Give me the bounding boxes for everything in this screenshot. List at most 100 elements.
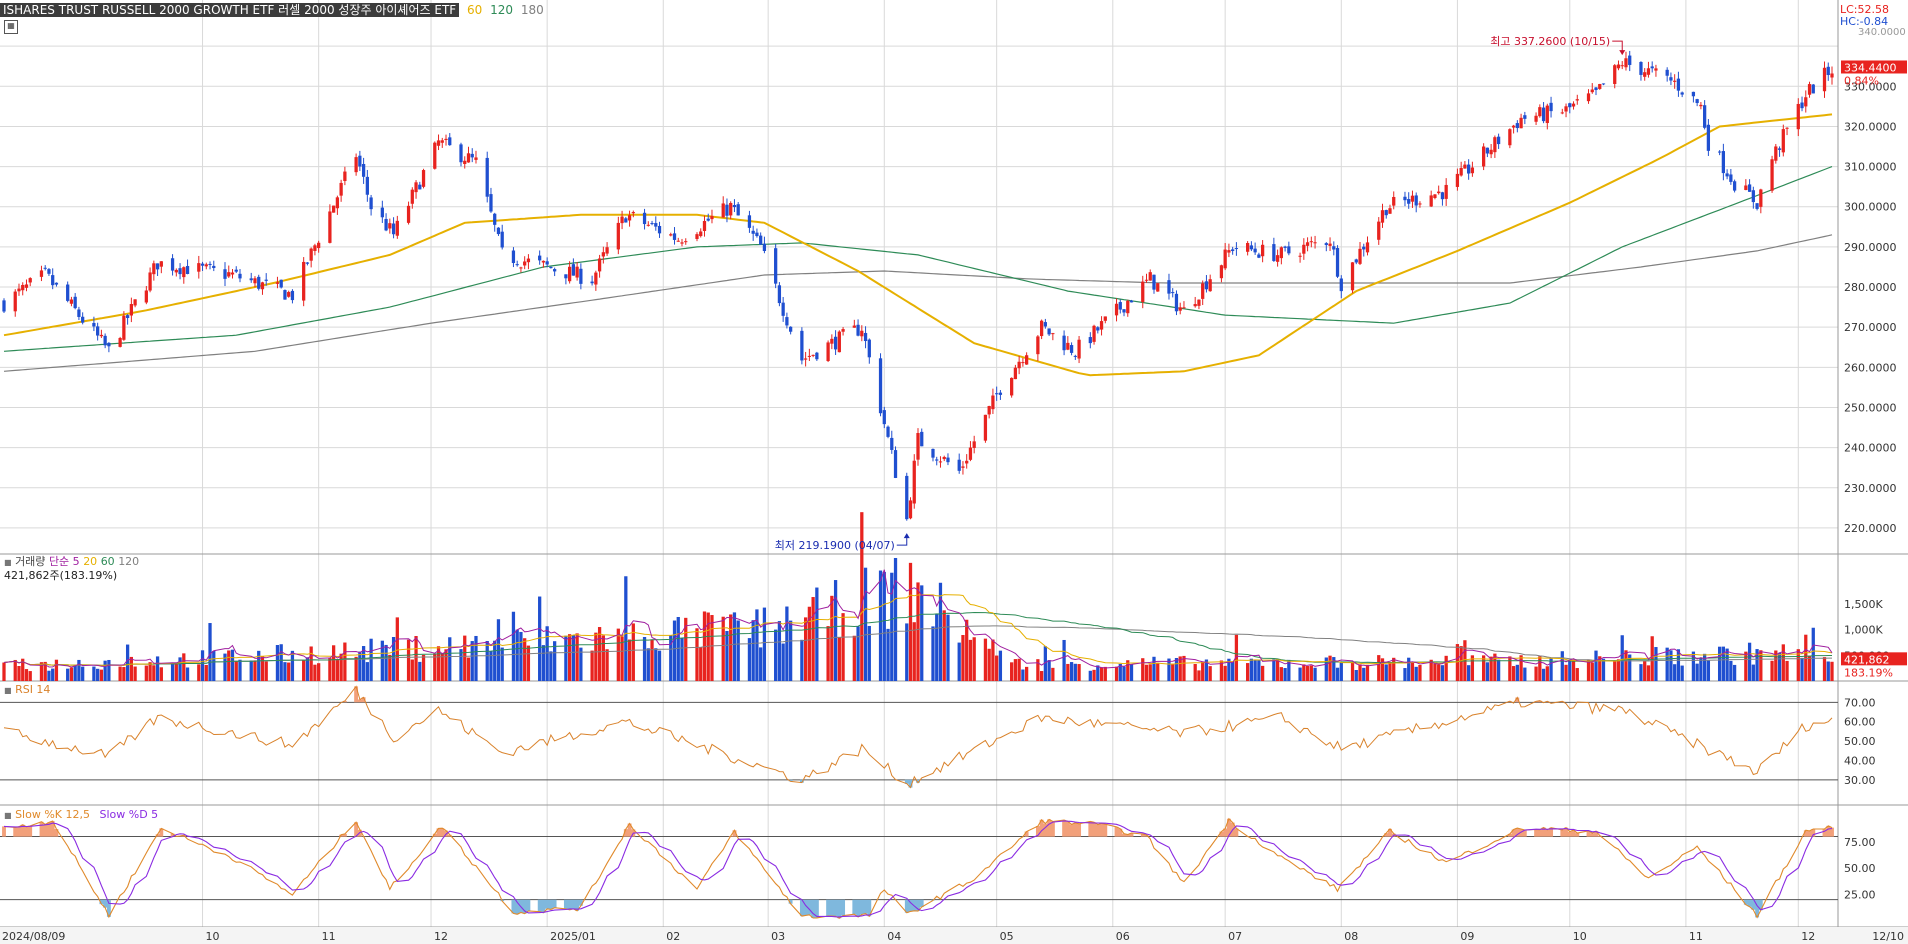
candle[interactable]: [672, 233, 677, 240]
candle[interactable]: [204, 264, 208, 267]
candle[interactable]: [916, 433, 920, 460]
volume-bar[interactable]: [182, 653, 186, 681]
candle[interactable]: [148, 272, 152, 291]
volume-bar[interactable]: [1732, 664, 1737, 681]
volume-bar[interactable]: [860, 512, 864, 681]
volume-bar[interactable]: [519, 631, 523, 681]
volume-bar[interactable]: [650, 639, 654, 681]
volume-bar[interactable]: [384, 644, 388, 681]
candle[interactable]: [227, 272, 231, 277]
volume-bar[interactable]: [1021, 669, 1025, 681]
candle[interactable]: [1036, 336, 1040, 355]
candle[interactable]: [1257, 254, 1261, 258]
volume-bar[interactable]: [283, 662, 287, 681]
candle[interactable]: [567, 266, 572, 282]
volume-bar[interactable]: [1781, 644, 1785, 681]
candle[interactable]: [444, 138, 448, 140]
candle[interactable]: [1253, 248, 1257, 253]
candle[interactable]: [1654, 68, 1658, 71]
candle[interactable]: [1021, 362, 1025, 364]
volume-bar[interactable]: [1549, 658, 1553, 681]
volume-bar[interactable]: [1114, 666, 1119, 681]
volume-bar[interactable]: [995, 655, 999, 681]
candle[interactable]: [1691, 91, 1696, 97]
candle[interactable]: [785, 317, 789, 326]
candle[interactable]: [594, 272, 598, 285]
volume-bar[interactable]: [1144, 664, 1149, 681]
candle[interactable]: [496, 227, 501, 235]
candle[interactable]: [463, 160, 467, 165]
volume-bar[interactable]: [260, 656, 265, 681]
candle[interactable]: [421, 170, 426, 187]
candle[interactable]: [1407, 199, 1411, 204]
candle[interactable]: [1062, 335, 1066, 351]
candle[interactable]: [931, 448, 935, 458]
candle[interactable]: [1234, 248, 1239, 250]
candle[interactable]: [890, 437, 894, 450]
volume-bar[interactable]: [253, 660, 257, 681]
volume-bar[interactable]: [1260, 665, 1265, 681]
candle[interactable]: [418, 184, 422, 190]
candle[interactable]: [414, 182, 418, 193]
volume-bar[interactable]: [436, 646, 441, 681]
candle[interactable]: [1822, 67, 1827, 92]
volume-bar[interactable]: [380, 640, 384, 681]
candle[interactable]: [1699, 104, 1703, 107]
volume-bar[interactable]: [343, 642, 347, 681]
candle[interactable]: [1324, 243, 1328, 246]
candle[interactable]: [957, 459, 961, 471]
candle[interactable]: [1208, 279, 1212, 292]
candle[interactable]: [275, 282, 280, 284]
candle[interactable]: [1759, 189, 1763, 207]
candle[interactable]: [388, 223, 392, 229]
volume-bar[interactable]: [230, 649, 235, 681]
candle[interactable]: [1781, 129, 1785, 153]
candle[interactable]: [789, 326, 793, 332]
volume-bar[interactable]: [500, 647, 504, 681]
volume-bar[interactable]: [1219, 660, 1224, 681]
volume-bar[interactable]: [905, 623, 909, 681]
candle[interactable]: [1463, 164, 1467, 169]
candle[interactable]: [995, 393, 999, 395]
volume-bar[interactable]: [710, 615, 714, 681]
candle[interactable]: [1624, 58, 1628, 68]
volume-bar[interactable]: [852, 635, 856, 681]
volume-bar[interactable]: [1167, 658, 1171, 681]
candle[interactable]: [545, 261, 549, 265]
candle[interactable]: [1811, 84, 1815, 94]
volume-bar[interactable]: [1126, 660, 1130, 681]
candle[interactable]: [1744, 185, 1748, 191]
volume-bar[interactable]: [1628, 654, 1632, 681]
candle[interactable]: [856, 324, 860, 336]
volume-bar[interactable]: [1796, 649, 1800, 681]
candle[interactable]: [1639, 61, 1643, 75]
volume-bar[interactable]: [1706, 660, 1711, 681]
candle[interactable]: [1403, 196, 1407, 201]
volume-bar[interactable]: [1496, 659, 1501, 681]
candle[interactable]: [305, 262, 310, 264]
volume-bar[interactable]: [1234, 634, 1239, 681]
volume-bar[interactable]: [642, 636, 647, 681]
candle[interactable]: [1193, 304, 1197, 307]
candle[interactable]: [1309, 241, 1313, 243]
candle[interactable]: [125, 315, 130, 319]
volume-bar[interactable]: [1388, 663, 1392, 681]
candle[interactable]: [1568, 103, 1572, 108]
volume-bar[interactable]: [541, 645, 546, 681]
volume-bar[interactable]: [1601, 658, 1606, 681]
volume-bar[interactable]: [594, 632, 598, 681]
candle[interactable]: [238, 273, 242, 279]
volume-bar[interactable]: [1755, 649, 1759, 681]
volume-bar[interactable]: [1287, 659, 1291, 681]
candle[interactable]: [538, 255, 542, 261]
volume-bar[interactable]: [597, 627, 602, 681]
volume-bar[interactable]: [755, 609, 759, 681]
volume-bar[interactable]: [1358, 664, 1362, 681]
candle[interactable]: [365, 176, 369, 195]
candle[interactable]: [107, 342, 111, 347]
candle[interactable]: [863, 332, 868, 342]
candle[interactable]: [174, 269, 178, 273]
candle[interactable]: [968, 447, 973, 460]
candle[interactable]: [43, 267, 47, 269]
candle[interactable]: [1339, 278, 1343, 292]
